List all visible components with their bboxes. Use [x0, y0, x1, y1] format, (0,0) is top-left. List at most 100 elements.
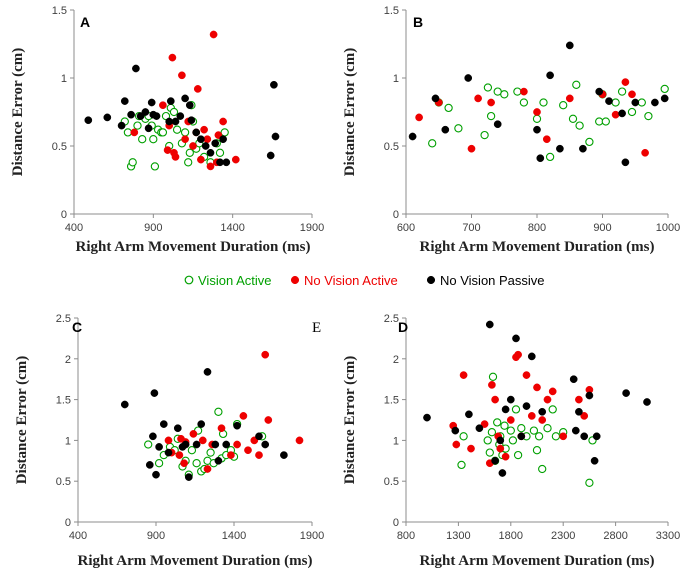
- data-point-no-vision-active: [198, 436, 207, 445]
- data-point-no-vision-passive: [127, 110, 135, 119]
- data-point-no-vision-active: [467, 144, 476, 153]
- data-point-no-vision-passive: [496, 436, 505, 445]
- panel-extra-label: E: [312, 320, 321, 336]
- legend-label: No Vision Passive: [440, 273, 545, 288]
- data-point-vision-active: [572, 80, 581, 89]
- data-point-vision-active: [539, 98, 548, 107]
- chart-panel-C: 0 0.5 1 1.5 2 2.5 400 900 1400 1900 Right Arm Move…: [14, 313, 324, 569]
- data-point-vision-active: [611, 98, 620, 107]
- data-point-no-vision-active: [491, 395, 499, 404]
- data-point-no-vision-passive: [152, 112, 161, 120]
- data-point-no-vision-passive: [184, 473, 193, 481]
- y-tick-label: 0.5: [384, 476, 399, 488]
- data-point-vision-active: [660, 84, 669, 94]
- data-point-vision-active: [519, 98, 529, 107]
- data-point-vision-active: [123, 128, 133, 137]
- data-point-vision-active: [215, 148, 225, 157]
- data-point-no-vision-passive: [618, 109, 626, 118]
- data-point-vision-active: [169, 107, 179, 117]
- data-point-no-vision-active: [164, 436, 173, 445]
- chart-panel-A: 0 0.5 1 1.5 400 900 1400 1900 Right Arm Movement…: [10, 5, 324, 255]
- data-point-no-vision-active: [168, 53, 177, 62]
- data-point-vision-active: [154, 459, 164, 468]
- data-point-no-vision-active: [580, 412, 589, 420]
- data-point-no-vision-passive: [219, 135, 227, 144]
- data-point-no-vision-active: [197, 155, 205, 164]
- data-point-no-vision-passive: [171, 117, 180, 126]
- data-point-no-vision-passive: [176, 112, 185, 120]
- x-tick-label: 1400: [222, 530, 246, 542]
- data-point-vision-active: [513, 450, 523, 460]
- data-point-no-vision-passive: [192, 128, 201, 137]
- data-point-no-vision-passive: [206, 148, 215, 157]
- x-tick-label: 400: [69, 530, 87, 542]
- data-point-no-vision-active: [189, 142, 197, 150]
- data-point-no-vision-active: [255, 451, 263, 459]
- data-point-no-vision-active: [575, 395, 583, 404]
- data-point-vision-active: [601, 117, 610, 126]
- data-point-vision-active: [150, 162, 160, 171]
- data-point-vision-active: [551, 432, 561, 441]
- legend-label: Vision Active: [198, 273, 271, 288]
- data-point-no-vision-passive: [187, 116, 196, 125]
- data-point-vision-active: [575, 121, 584, 130]
- data-point-vision-active: [483, 436, 492, 445]
- data-point-vision-active: [513, 87, 522, 96]
- data-point-vision-active: [480, 130, 489, 140]
- data-point-no-vision-active: [181, 135, 189, 144]
- x-tick-label: 1300: [446, 530, 470, 542]
- x-tick-label: 3300: [656, 530, 680, 542]
- data-point-no-vision-passive: [579, 144, 587, 153]
- data-point-no-vision-active: [203, 465, 212, 473]
- data-point-vision-active: [529, 426, 539, 435]
- data-point-vision-active: [644, 111, 653, 121]
- x-tick-label: 900: [144, 222, 162, 234]
- data-point-vision-active: [627, 107, 637, 117]
- y-tick-label: 2: [393, 354, 399, 366]
- data-point-vision-active: [534, 432, 544, 441]
- data-point-no-vision-passive: [120, 97, 129, 105]
- data-point-no-vision-passive: [546, 71, 554, 80]
- data-point-vision-active: [508, 436, 518, 445]
- data-point-vision-active: [500, 90, 509, 99]
- data-point-vision-active: [214, 407, 223, 416]
- data-point-no-vision-active: [559, 432, 568, 441]
- data-point-vision-active: [184, 158, 193, 167]
- data-point-no-vision-active: [543, 395, 552, 404]
- data-point-no-vision-passive: [145, 461, 154, 469]
- data-point-no-vision-passive: [491, 456, 499, 465]
- data-point-no-vision-passive: [580, 432, 589, 441]
- data-point-no-vision-active: [175, 451, 184, 459]
- data-point-no-vision-active: [239, 412, 248, 420]
- data-point-no-vision-active: [628, 90, 636, 99]
- data-point-no-vision-passive: [621, 158, 630, 167]
- data-point-no-vision-passive: [192, 440, 201, 449]
- data-point-no-vision-active: [217, 424, 226, 433]
- x-axis-label: Right Arm Movement Duration (ms): [76, 239, 311, 255]
- data-point-no-vision-passive: [536, 154, 545, 163]
- x-tick-label: 1400: [220, 222, 244, 234]
- data-point-no-vision-passive: [643, 398, 651, 406]
- data-point-no-vision-active: [244, 446, 252, 455]
- y-axis-label: Distance Error (cm): [342, 356, 358, 485]
- data-point-no-vision-active: [233, 440, 241, 449]
- data-point-no-vision-passive: [280, 451, 288, 459]
- data-point-no-vision-passive: [527, 352, 536, 361]
- data-point-no-vision-passive: [141, 108, 150, 116]
- data-point-no-vision-active: [219, 117, 227, 126]
- data-point-no-vision-passive: [261, 440, 270, 449]
- data-point-no-vision-passive: [423, 413, 431, 422]
- data-point-vision-active: [185, 148, 194, 157]
- data-point-no-vision-passive: [622, 389, 630, 397]
- legend-marker-vision-active: [184, 275, 194, 285]
- data-point-vision-active: [532, 446, 542, 455]
- data-point-no-vision-passive: [575, 407, 583, 416]
- chart-panel-D: 0 0.5 1 1.5 2 2.5 800 1300 1800 2300 2800 3300Right…: [342, 313, 680, 569]
- data-point-no-vision-passive: [201, 142, 210, 150]
- data-point-no-vision-passive: [498, 469, 507, 477]
- data-point-vision-active: [444, 103, 453, 113]
- y-tick-label: 1.5: [52, 5, 67, 17]
- data-point-no-vision-passive: [512, 334, 520, 343]
- data-point-no-vision-active: [488, 381, 496, 389]
